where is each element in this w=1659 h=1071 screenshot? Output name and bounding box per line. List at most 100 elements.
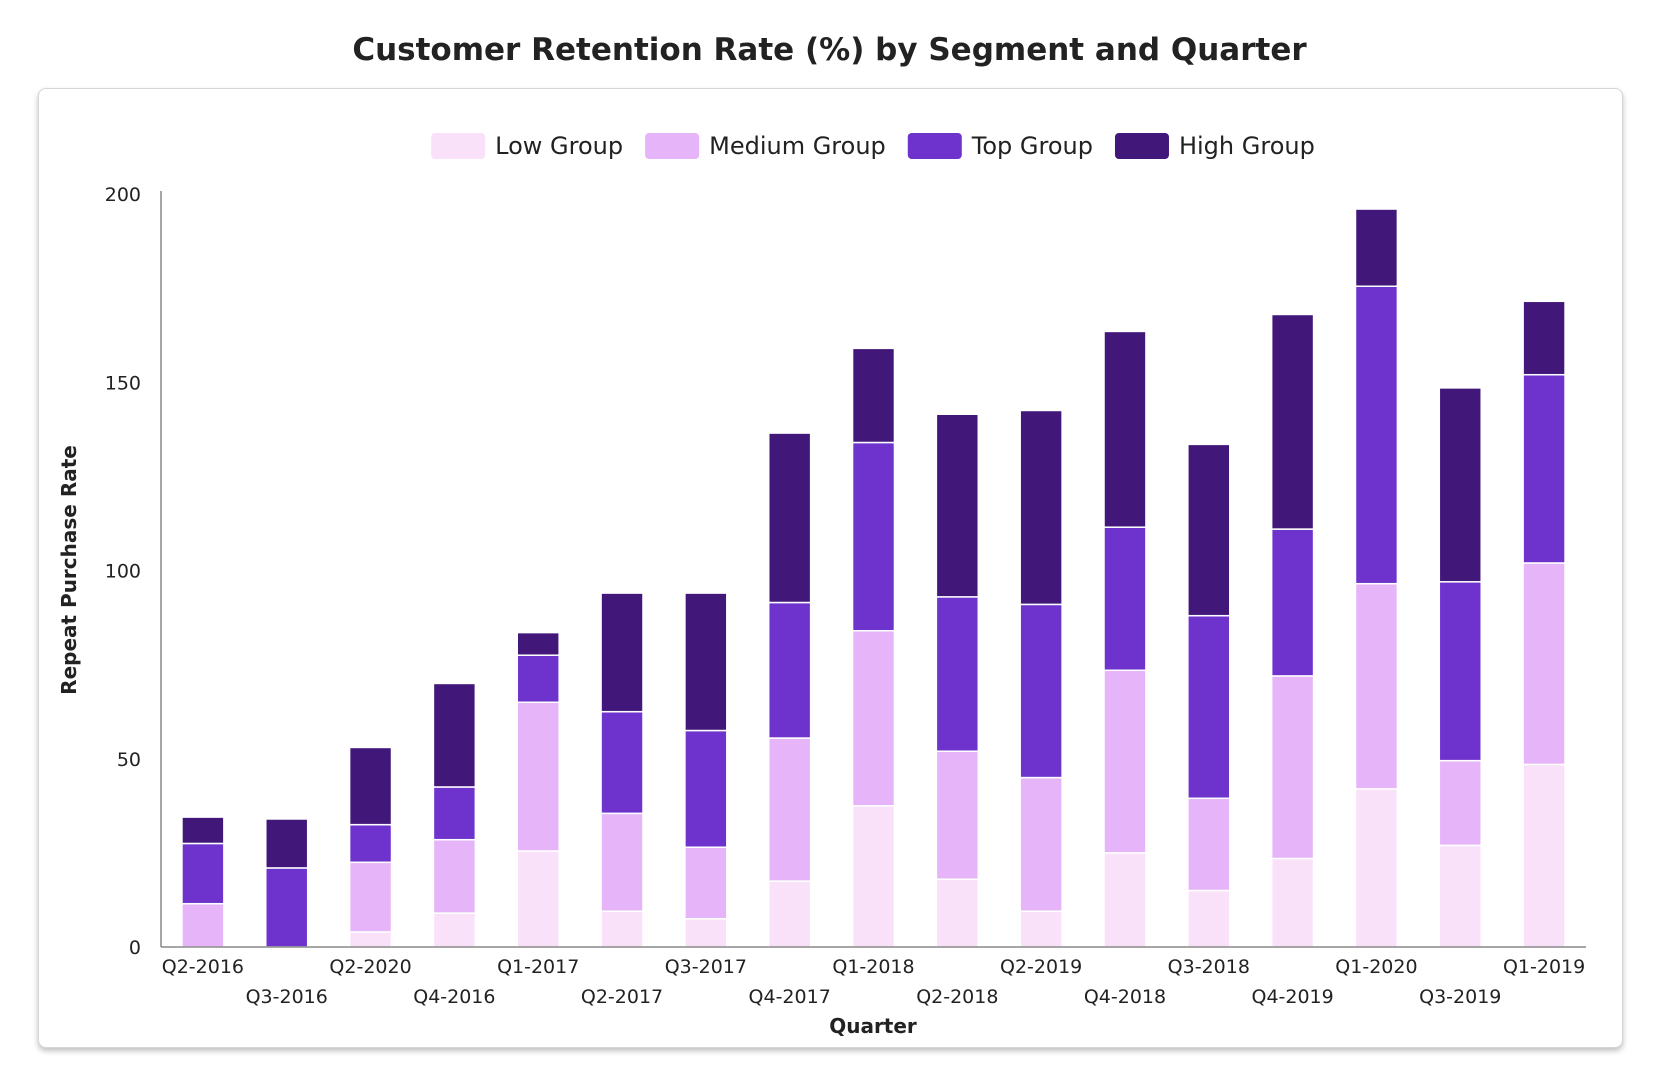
- x-tick-label: Q2-2020: [329, 956, 411, 978]
- bar-low-group-q3-2018: [1187, 889, 1231, 948]
- x-tick-label: Q3-2017: [665, 956, 747, 978]
- bar-top-group-q4-2016: [432, 786, 477, 841]
- legend-swatch-top-group: [907, 133, 962, 159]
- bar-high-group-q4-2016: [432, 682, 477, 788]
- bar-low-group-q2-2019: [1019, 910, 1063, 948]
- legend-label-high-group: High Group: [1179, 132, 1315, 160]
- bar-top-group-q1-2020: [1354, 285, 1399, 585]
- bar-high-group-q3-2017: [684, 592, 728, 732]
- bar-high-group-q2-2017: [600, 592, 644, 713]
- bar-top-group-q3-2017: [684, 729, 728, 848]
- bar-low-group-q4-2018: [1103, 852, 1147, 948]
- bar-top-group-q1-2018: [851, 441, 896, 632]
- bar-medium-group-q1-2020: [1354, 582, 1399, 790]
- bar-low-group-q4-2019: [1270, 857, 1315, 948]
- x-tick-label: Q2-2018: [916, 986, 998, 1008]
- y-tick-label: 200: [105, 184, 141, 206]
- legend-label-low-group: Low Group: [495, 132, 623, 160]
- bar-high-group-q2-2016: [181, 816, 225, 845]
- axes: 0 50 100 150 200 Q2-2016Q3-2016Q2-2020Q4-2016…: [105, 184, 1586, 1008]
- legend-swatch-low-group: [431, 133, 486, 159]
- legend-swatch-medium-group: [645, 133, 700, 159]
- y-axis-title: Repeat Purchase Rate: [57, 445, 81, 695]
- bar-medium-group-q3-2017: [684, 846, 728, 920]
- bar-top-group-q2-2017: [600, 710, 644, 815]
- bar-high-group-q2-2019: [1019, 409, 1063, 606]
- x-tick-label: Q4-2017: [749, 986, 831, 1008]
- bar-top-group-q2-2020: [348, 823, 393, 864]
- bar-low-group-q4-2017: [767, 880, 812, 948]
- bar-medium-group-q3-2018: [1187, 797, 1231, 892]
- x-tick-label: Q2-2016: [162, 956, 244, 978]
- bar-medium-group-q2-2019: [1019, 776, 1063, 912]
- x-tick-label: Q1-2017: [497, 956, 579, 978]
- bar-high-group-q1-2020: [1354, 208, 1399, 287]
- legend-label-medium-group: Medium Group: [709, 132, 886, 160]
- chart-title: Customer Retention Rate (%) by Segment a…: [352, 32, 1307, 68]
- legend-swatch-high-group: [1114, 133, 1169, 159]
- bar-medium-group-q4-2019: [1270, 675, 1315, 860]
- bar-low-group-q1-2020: [1354, 788, 1399, 948]
- bar-medium-group-q4-2016: [432, 838, 477, 914]
- bar-high-group-q2-2020: [348, 746, 393, 826]
- legend-label-top-group: Top Group: [971, 132, 1093, 160]
- bar-top-group-q3-2016: [265, 867, 309, 948]
- bar-high-group-q3-2019: [1438, 387, 1482, 583]
- bar-top-group-q4-2019: [1270, 528, 1315, 677]
- bar-high-group-q1-2017: [516, 631, 560, 656]
- y-tick-label: 150: [105, 372, 141, 394]
- bar-medium-group-q2-2018: [935, 750, 980, 880]
- bar-medium-group-q1-2017: [516, 701, 560, 852]
- bar-low-group-q2-2020: [348, 931, 393, 948]
- bar-low-group-q1-2018: [851, 805, 896, 948]
- bar-high-group-q3-2018: [1187, 443, 1231, 617]
- x-tick-label: Q2-2019: [1000, 956, 1082, 978]
- bar-medium-group-q2-2020: [348, 861, 393, 933]
- bar-medium-group-q1-2019: [1522, 562, 1566, 766]
- bar-medium-group-q4-2017: [767, 737, 812, 882]
- x-tick-label: Q2-2017: [581, 986, 663, 1008]
- bar-top-group-q1-2019: [1522, 373, 1566, 564]
- x-tick-label: Q1-2018: [832, 956, 914, 978]
- bar-top-group-q1-2017: [516, 654, 560, 704]
- bar-medium-group-q4-2018: [1103, 669, 1147, 854]
- bar-low-group-q1-2019: [1522, 763, 1566, 948]
- x-tick-label: Q3-2016: [246, 986, 328, 1008]
- bars: [181, 208, 1566, 948]
- bar-high-group-q4-2019: [1270, 313, 1315, 530]
- bar-top-group-q3-2019: [1438, 581, 1482, 762]
- bar-top-group-q2-2019: [1019, 603, 1063, 779]
- bar-low-group-q2-2018: [935, 878, 980, 948]
- bar-top-group-q2-2018: [935, 596, 980, 752]
- x-tick-label: Q1-2020: [1335, 956, 1417, 978]
- y-tick-label: 50: [117, 749, 141, 771]
- x-tick-label: Q3-2019: [1419, 986, 1501, 1008]
- bar-high-group-q1-2018: [851, 347, 896, 444]
- bar-medium-group-q1-2018: [851, 629, 896, 807]
- bar-high-group-q2-2018: [935, 413, 980, 598]
- bar-high-group-q4-2017: [767, 432, 812, 604]
- bar-top-group-q4-2017: [767, 601, 812, 739]
- bar-low-group-q3-2019: [1438, 844, 1482, 948]
- y-tick-label: 100: [105, 561, 141, 583]
- bar-medium-group-q3-2019: [1438, 759, 1482, 847]
- bar-low-group-q1-2017: [516, 850, 560, 948]
- legend: Low Group Medium Group Top Group High Group: [431, 132, 1315, 160]
- bar-low-group-q2-2017: [600, 910, 644, 948]
- bar-high-group-q1-2019: [1522, 300, 1566, 376]
- bar-top-group-q2-2016: [181, 842, 225, 905]
- x-tick-label: Q3-2018: [1168, 956, 1250, 978]
- bar-low-group-q4-2016: [432, 912, 477, 948]
- bar-low-group-q3-2017: [684, 918, 728, 948]
- bar-top-group-q4-2018: [1103, 526, 1147, 672]
- x-tick-label: Q4-2018: [1084, 986, 1166, 1008]
- x-tick-label: Q1-2019: [1503, 956, 1585, 978]
- x-tick-label: Q4-2016: [413, 986, 495, 1008]
- x-tick-label: Q4-2019: [1251, 986, 1333, 1008]
- y-tick-label: 0: [129, 937, 141, 959]
- x-axis-title: Quarter: [829, 1014, 917, 1038]
- bar-high-group-q4-2018: [1103, 330, 1147, 528]
- bar-high-group-q3-2016: [265, 818, 309, 869]
- bar-medium-group-q2-2017: [600, 812, 644, 912]
